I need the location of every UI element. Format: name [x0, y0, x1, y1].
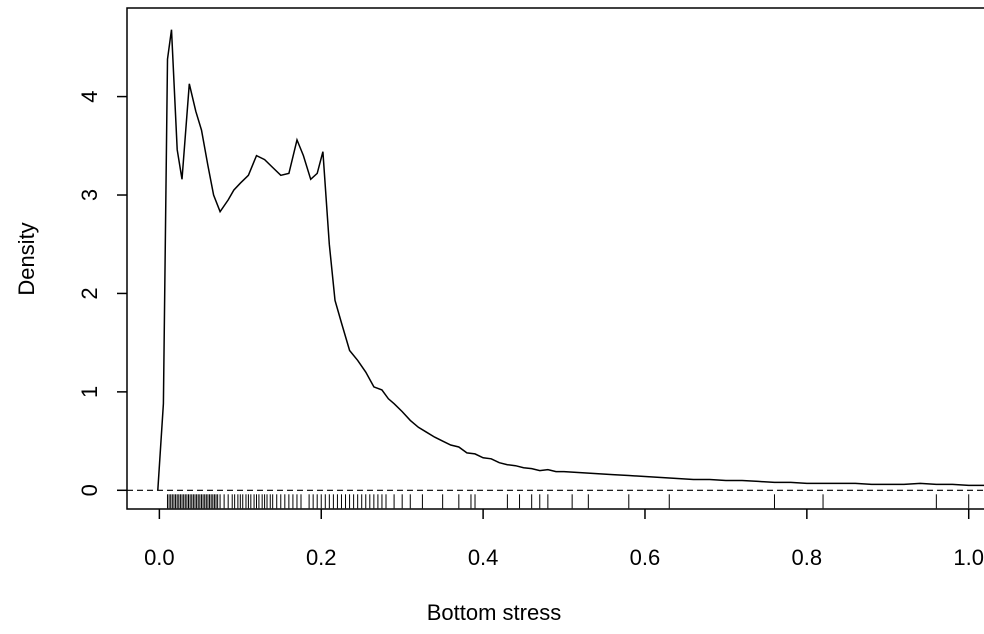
- x-tick-label: 0.0: [144, 545, 175, 570]
- y-axis-title: Density: [14, 222, 39, 295]
- y-tick-label: 1: [77, 386, 102, 398]
- y-axis: 0 1 2 3 4: [77, 90, 127, 496]
- density-curve: [157, 29, 984, 491]
- plot-frame: [126, 7, 984, 510]
- y-tick-label: 0: [77, 484, 102, 496]
- x-tick-label: 1.0: [953, 545, 984, 570]
- y-tick-label: 3: [77, 189, 102, 201]
- x-tick-label: 0.8: [792, 545, 823, 570]
- x-tick-label: 0.6: [630, 545, 661, 570]
- x-tick-label: 0.2: [306, 545, 337, 570]
- y-tick-label: 2: [77, 287, 102, 299]
- rug-marks: [166, 494, 970, 509]
- y-tick-label: 4: [77, 90, 102, 102]
- x-axis: 0.0 0.2 0.4 0.6 0.8 1.0: [144, 509, 984, 570]
- x-tick-label: 0.4: [468, 545, 499, 570]
- x-axis-title: Bottom stress: [427, 600, 561, 625]
